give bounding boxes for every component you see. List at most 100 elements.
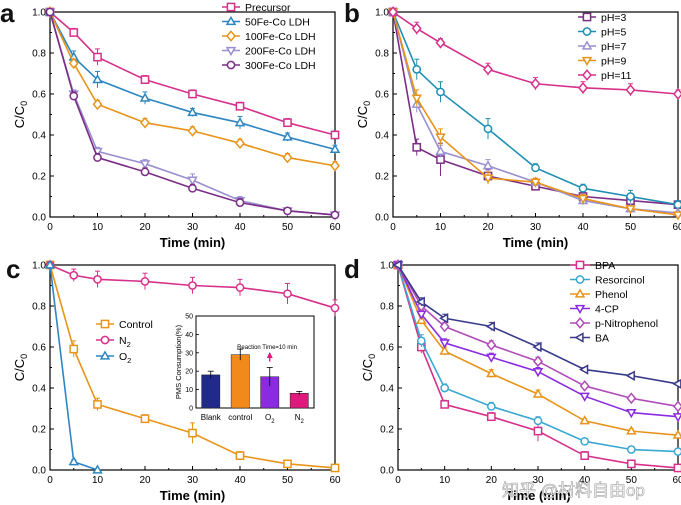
data-point bbox=[329, 143, 341, 153]
y-tick-label: 0.8 bbox=[32, 302, 46, 313]
x-tick-label: 60 bbox=[672, 475, 681, 486]
data-point bbox=[533, 355, 543, 368]
data-point bbox=[626, 445, 636, 454]
x-tick-label: 40 bbox=[577, 222, 589, 233]
x-tick-label: 60 bbox=[329, 222, 341, 233]
y-tick-label: 0.4 bbox=[375, 131, 389, 142]
data-point bbox=[580, 451, 590, 460]
legend-label: N2 bbox=[119, 335, 131, 349]
x-tick-label: 40 bbox=[234, 222, 246, 233]
y-tick-label: 0.4 bbox=[32, 131, 46, 142]
legend-marker bbox=[575, 317, 585, 329]
data-point bbox=[625, 370, 635, 381]
data-point bbox=[140, 75, 150, 85]
y-tick-label: 0.8 bbox=[380, 302, 394, 313]
x-tick-label: 30 bbox=[187, 222, 199, 233]
data-point bbox=[579, 364, 589, 375]
data-point bbox=[69, 270, 79, 280]
legend-marker bbox=[582, 27, 592, 36]
data-point bbox=[440, 383, 450, 393]
legend-marker bbox=[225, 46, 237, 57]
series-resorcinol bbox=[393, 260, 681, 456]
series-line bbox=[392, 11, 679, 216]
inset-y-axis-title: PMS Consumption(%) bbox=[174, 324, 183, 399]
data-point bbox=[415, 296, 425, 308]
series-ph-9 bbox=[387, 8, 681, 221]
series-line bbox=[49, 264, 98, 471]
legend-marker bbox=[100, 319, 110, 329]
inset-y-tick-label: 10 bbox=[185, 387, 193, 394]
data-point bbox=[435, 145, 446, 156]
data-point bbox=[411, 94, 422, 104]
data-point bbox=[626, 192, 635, 201]
data-point bbox=[439, 313, 449, 324]
x-tick-label: 30 bbox=[532, 475, 544, 486]
x-tick-label: 10 bbox=[439, 475, 451, 486]
data-point bbox=[235, 451, 245, 460]
data-point bbox=[93, 275, 102, 284]
legend-label: pH=9 bbox=[601, 55, 627, 67]
data-point bbox=[482, 174, 494, 184]
legend-label: p-Nitrophenol bbox=[595, 318, 658, 330]
legend-marker bbox=[575, 275, 585, 284]
data-point bbox=[580, 436, 590, 446]
x-tick-label: 30 bbox=[530, 222, 542, 233]
data-point bbox=[93, 52, 102, 62]
data-point bbox=[486, 412, 496, 422]
series-4-cp bbox=[392, 261, 681, 423]
data-point bbox=[92, 73, 103, 84]
inset-y-tick-label: 20 bbox=[185, 369, 193, 376]
legend-label: 4-CP bbox=[595, 303, 619, 315]
inset-y-tick-label: 50 bbox=[185, 314, 193, 321]
x-tick-label: 50 bbox=[282, 475, 294, 486]
x-tick-label: 10 bbox=[92, 475, 104, 486]
y-tick-label: 0.0 bbox=[32, 466, 46, 477]
x-tick-label: 50 bbox=[282, 222, 294, 233]
inset-y-tick-label: 40 bbox=[185, 332, 193, 339]
data-point bbox=[330, 210, 340, 220]
y-tick-label: 0.2 bbox=[375, 172, 389, 183]
y-tick-label: 0.2 bbox=[32, 425, 46, 436]
data-point bbox=[330, 463, 340, 473]
series-line bbox=[397, 264, 679, 436]
series-line bbox=[49, 11, 336, 151]
y-tick-label: 0.4 bbox=[32, 384, 46, 395]
x-tick-label: 0 bbox=[390, 222, 396, 233]
data-point bbox=[530, 178, 541, 188]
chart-panel-c: c 0 10 20 30 40 50 60 0.0 0.2 0.4 0.6 0.8 1.0 Time (mi… bbox=[6, 254, 341, 503]
data-point bbox=[486, 402, 496, 411]
x-tick-label: 0 bbox=[47, 475, 53, 486]
data-point bbox=[532, 341, 542, 353]
data-point bbox=[187, 106, 198, 117]
legend-label: pH=3 bbox=[601, 12, 627, 24]
data-point bbox=[282, 151, 293, 164]
legend-marker bbox=[100, 335, 110, 345]
y-axis-title: C/C0 bbox=[360, 354, 377, 381]
data-point bbox=[673, 88, 681, 100]
data-point bbox=[435, 133, 446, 143]
legend-marker bbox=[582, 12, 592, 22]
data-point bbox=[283, 206, 292, 216]
x-tick-label: 0 bbox=[395, 475, 401, 486]
legend: Precursor 50Fe-Co LDH 100Fe-Co LDH 200Fe-Co… bbox=[222, 2, 316, 72]
data-point bbox=[440, 400, 450, 409]
data-point bbox=[482, 160, 494, 170]
series-o bbox=[44, 259, 103, 474]
legend-label: Phenol bbox=[595, 289, 628, 301]
data-point bbox=[626, 408, 637, 419]
data-point bbox=[485, 321, 495, 332]
data-point bbox=[483, 63, 493, 76]
inset-bar-n bbox=[289, 393, 309, 409]
inset-y-tick-label: 30 bbox=[185, 350, 193, 357]
legend-marker bbox=[575, 260, 585, 270]
series-n bbox=[45, 260, 340, 317]
legend-marker bbox=[225, 15, 237, 26]
x-tick-label: 20 bbox=[139, 475, 151, 486]
y-tick-label: 1.0 bbox=[32, 8, 46, 19]
legend-label: Resorcinol bbox=[595, 274, 645, 286]
legend-marker bbox=[581, 40, 593, 50]
legend-label: 200Fe-Co LDH bbox=[245, 45, 316, 57]
panel-letter: c bbox=[6, 254, 20, 284]
x-tick-label: 10 bbox=[92, 222, 104, 233]
